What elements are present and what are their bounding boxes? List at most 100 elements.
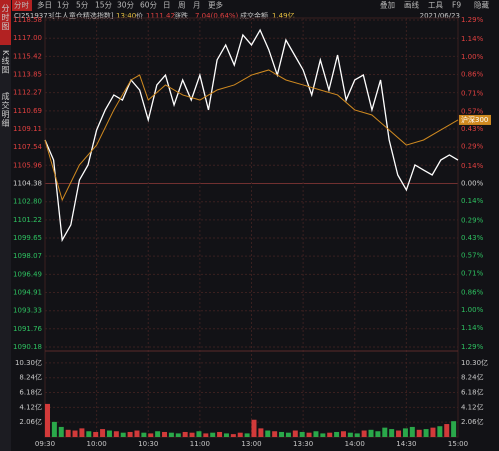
toolbar-button[interactable]: 叠加 xyxy=(380,0,395,10)
side-tab[interactable]: K线图 xyxy=(1,50,10,74)
toolbar-button[interactable]: 工具 xyxy=(428,1,443,10)
volume-bar xyxy=(134,430,140,437)
toolbar-button[interactable]: 15分 xyxy=(95,1,113,10)
y-tick-label: 1094.91 xyxy=(13,289,42,297)
x-tick-label: 14:30 xyxy=(396,440,416,448)
y2-tick-label: 0.86% xyxy=(461,71,484,79)
y-tick-label: 1107.54 xyxy=(13,143,42,151)
volume-tick-label: 6.18亿 xyxy=(461,388,484,397)
price-label: 价 xyxy=(136,12,143,20)
y-tick-label: 1102.80 xyxy=(13,198,42,206)
volume-bar xyxy=(182,431,188,437)
volume-tick-label: 4.12亿 xyxy=(461,402,484,411)
volume-bar xyxy=(327,432,333,437)
price-line xyxy=(44,28,459,243)
toolbar-button[interactable]: 5分 xyxy=(76,1,89,10)
toolbar-button[interactable]: 30分 xyxy=(117,1,135,10)
toolbar-button[interactable]: 周 xyxy=(178,1,186,10)
volume-bar xyxy=(423,429,429,437)
volume-bar xyxy=(100,429,106,437)
volume-bar xyxy=(409,426,415,437)
volume-bar xyxy=(189,432,195,437)
volume-bar xyxy=(127,431,133,437)
volume-bar xyxy=(120,432,126,437)
volume-bar xyxy=(292,430,298,437)
info-line: CI2519373[牛人童仓精选指数] 13:40 价 1111.42 涨跌 7… xyxy=(14,11,460,20)
volume-bar xyxy=(299,431,305,437)
price-line xyxy=(44,69,459,202)
volume-bar xyxy=(375,431,381,437)
volume-bar xyxy=(203,433,209,437)
date: 2021/06/23 xyxy=(420,12,460,20)
y-tick-label: 1098.07 xyxy=(13,252,42,260)
x-tick-label: 13:30 xyxy=(293,440,313,448)
volume-tick-label: 8.24亿 xyxy=(461,373,484,382)
y-tick-label: 1110.69 xyxy=(13,107,42,115)
volume-tick-label: 10.30亿 xyxy=(15,358,42,367)
change: 7.04(0.64%) xyxy=(195,12,239,20)
y-tick-label: 1101.22 xyxy=(13,216,42,224)
volume-bar xyxy=(444,424,450,437)
amount: 1.49亿 xyxy=(272,11,295,20)
side-bar xyxy=(0,0,11,451)
toolbar-button[interactable]: 60分 xyxy=(140,1,158,10)
volume-bar xyxy=(396,430,402,437)
volume-bar xyxy=(86,431,92,437)
volume-bar xyxy=(223,433,229,437)
y2-tick-label: 1.29% xyxy=(461,343,484,351)
volume-bar xyxy=(141,432,147,437)
toolbar-button[interactable]: 月 xyxy=(193,1,201,10)
toolbar: 分时 多日 1分 5分 15分 30分 60分日周月更多 叠加 画线 工具 F9 隐藏 xyxy=(12,0,489,11)
volume-bar xyxy=(58,426,64,437)
toolbar-button[interactable]: 隐藏 xyxy=(474,0,489,10)
y2-tick-label: 0.71% xyxy=(461,90,484,98)
y2-tick-label: 0.00% xyxy=(461,180,484,188)
volume-bar xyxy=(272,431,278,437)
series-tag xyxy=(459,114,491,125)
y-tick-label: 1109.11 xyxy=(13,125,42,133)
toolbar-button[interactable]: 1分 xyxy=(57,1,70,10)
toolbar-button[interactable]: 更多 xyxy=(208,0,223,10)
volume-tick-label: 4.12亿 xyxy=(19,402,42,411)
y-tick-label: 1091.76 xyxy=(13,325,42,333)
y2-tick-label: 0.14% xyxy=(461,197,484,205)
volume-bar xyxy=(347,432,353,437)
toolbar-button[interactable]: 日 xyxy=(163,1,171,10)
x-tick-label: 15:00 xyxy=(448,440,468,448)
y2-tick-label: 1.14% xyxy=(461,324,484,332)
x-tick-label: 09:30 xyxy=(35,440,55,448)
volume-bar xyxy=(162,431,168,437)
volume-tick-label: 10.30亿 xyxy=(461,358,488,367)
volume-bar xyxy=(155,431,161,437)
volume-bar xyxy=(389,429,395,437)
volume-bar xyxy=(45,403,50,437)
y-tick-label: 1104.38 xyxy=(13,180,42,188)
volume-tick-label: 8.24亿 xyxy=(19,373,42,382)
volume-bar xyxy=(430,427,436,437)
y-tick-label: 1118.58 xyxy=(13,16,42,24)
y-tick-label: 1113.85 xyxy=(13,70,42,78)
side-tab[interactable]: 成交明细 xyxy=(1,91,10,128)
plot: 1118.58 1117.00 1115.42 1113.85 1112.27 1110.… xyxy=(13,16,491,448)
volume-bar xyxy=(265,430,271,437)
y-tick-label: 1117.00 xyxy=(13,34,42,42)
toolbar-button[interactable]: 画线 xyxy=(404,0,419,10)
side-tab[interactable]: 分时图 xyxy=(1,4,10,31)
volume-bar xyxy=(285,432,291,437)
y2-tick-label: 0.29% xyxy=(461,216,484,224)
toolbar-button[interactable]: 分时 xyxy=(14,0,29,10)
y2-tick-label: 1.00% xyxy=(461,53,484,61)
volume-tick-label: 6.18亿 xyxy=(19,388,42,397)
volume-bar xyxy=(230,434,236,437)
volume-bar xyxy=(368,429,374,437)
toolbar-button[interactable]: F9 xyxy=(452,1,461,10)
toolbar-button[interactable]: 多日 xyxy=(37,0,52,10)
volume-bar xyxy=(320,433,326,437)
y2-tick-label: 1.00% xyxy=(461,306,484,314)
y-tick-label: 1099.65 xyxy=(13,234,42,242)
volume-bar xyxy=(210,432,216,437)
amount-label: 成交金额 xyxy=(240,11,268,20)
volume-bar xyxy=(258,428,264,437)
volume-bar xyxy=(175,433,181,437)
